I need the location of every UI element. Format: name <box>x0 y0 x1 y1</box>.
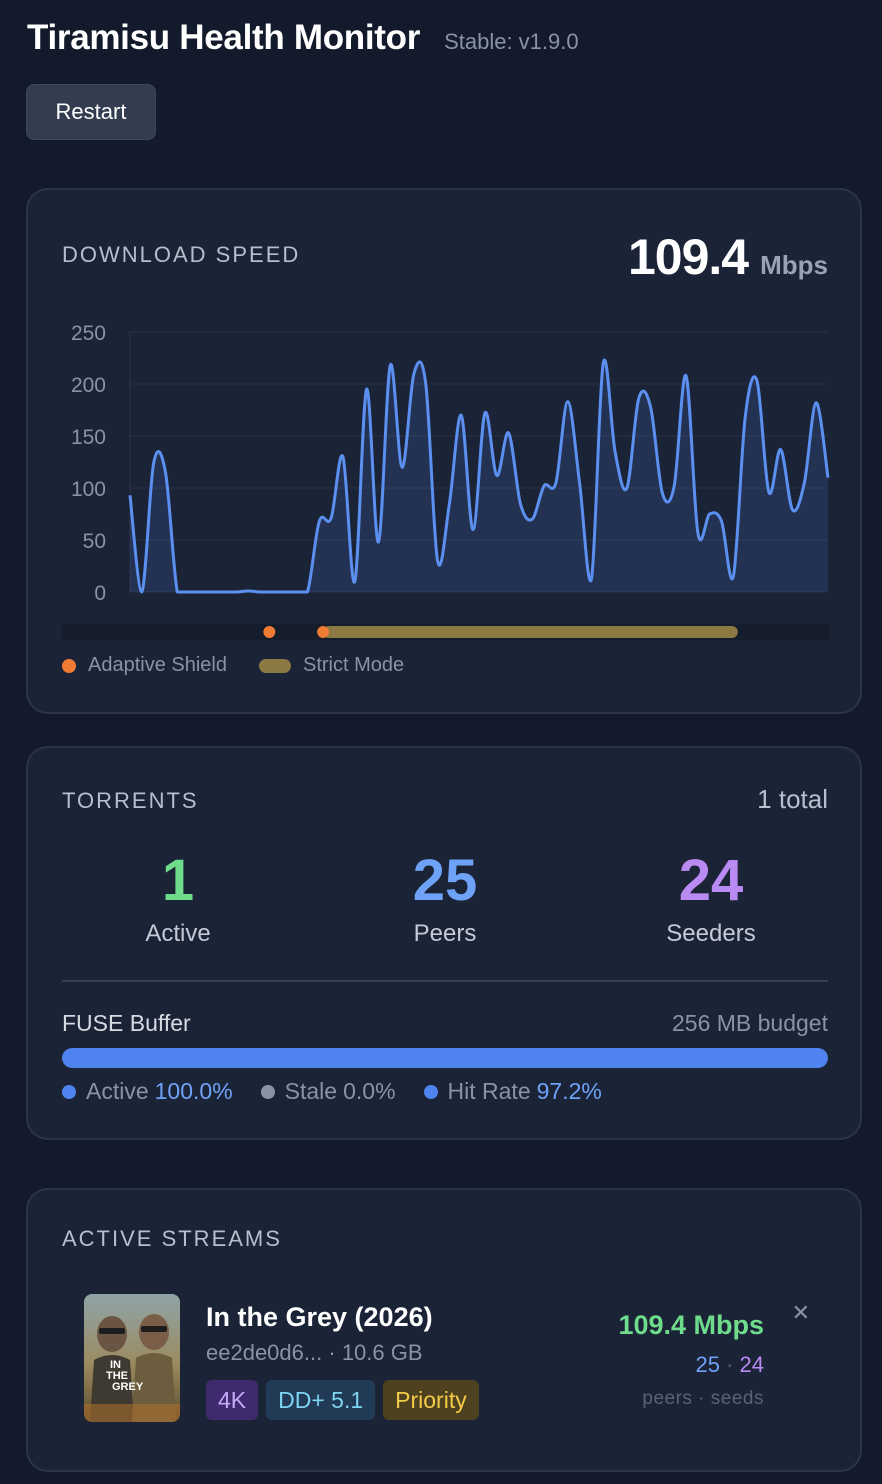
stat-active-label: Active <box>145 920 211 947</box>
active-streams-card: ACTIVE STREAMS IN THE GREY In the Grey (20… <box>26 1188 862 1472</box>
buffer-hit-rate-value: 97.2% <box>536 1078 602 1104</box>
buffer-stale: Stale 0.0% <box>260 1078 396 1105</box>
tag-priority: Priority <box>383 1380 479 1420</box>
buffer-stale-value: 0.0% <box>343 1078 396 1104</box>
close-stream-icon[interactable]: ✕ <box>791 1300 810 1325</box>
download-speed-card: DOWNLOAD SPEED 109.4 Mbps 250 200 150 100 50… <box>26 188 862 714</box>
current-speed: 109.4 Mbps <box>628 228 828 286</box>
stat-active-value: 1 <box>161 848 195 913</box>
meta-separator: · <box>328 1340 342 1365</box>
download-speed-label: DOWNLOAD SPEED <box>62 242 301 267</box>
stat-seeders-label: Seeders <box>666 920 756 947</box>
hit-rate-dot-icon <box>423 1084 438 1099</box>
restart-button[interactable]: Restart <box>26 84 156 140</box>
legend-strict-mode-label: Strict Mode <box>302 654 405 676</box>
strict-mode-pill-icon <box>258 658 291 673</box>
y-tick-label: 150 <box>71 426 106 449</box>
chart-legend: Adaptive Shield Strict Mode <box>62 654 404 677</box>
stream-speed: 109.4 Mbps <box>618 1310 764 1340</box>
stream-peers-seeds: 25 · 24 <box>695 1352 764 1378</box>
download-speed-chart: 250 200 150 100 50 0 <box>62 322 830 640</box>
stream-title[interactable]: In the Grey (2026) <box>206 1302 433 1332</box>
version-label: Stable: v1.9.0 <box>444 29 579 54</box>
stream-meta: ee2de0d6... · 10.6 GB <box>206 1340 423 1366</box>
stream-poster[interactable]: IN THE GREY <box>84 1294 180 1422</box>
active-dot-icon <box>62 1084 76 1099</box>
fuse-buffer-title: FUSE Buffer <box>62 1010 191 1036</box>
tag-4k: 4K <box>206 1380 259 1420</box>
series-line <box>128 358 830 594</box>
buffer-active: Active 100.0% <box>62 1078 233 1105</box>
y-tick-label: 100 <box>71 478 106 501</box>
peers-seeds-label: peers · seeds <box>642 1388 764 1409</box>
stale-dot-icon <box>260 1084 275 1099</box>
stream-tags: 4K DD+ 5.1 Priority <box>206 1380 479 1420</box>
fuse-buffer-bar-fill <box>62 1048 828 1068</box>
app-title: Tiramisu Health Monitor <box>27 18 421 57</box>
tag-audio: DD+ 5.1 <box>266 1380 376 1420</box>
stream-seeds-count: 24 <box>739 1352 764 1377</box>
buffer-active-value: 100.0% <box>154 1078 233 1104</box>
legend-adaptive-shield-label: Adaptive Shield <box>88 654 227 676</box>
fuse-buffer-budget: 256 MB budget <box>671 1010 828 1036</box>
stream-size: 10.6 GB <box>341 1340 423 1365</box>
buffer-hit-rate-label: Hit Rate <box>447 1078 531 1104</box>
current-speed-unit: Mbps <box>760 250 828 280</box>
torrents-total: 1 total <box>757 784 828 814</box>
divider <box>62 980 828 982</box>
poster-title-text: IN THE GREY <box>106 1359 144 1393</box>
header: Tiramisu Health Monitor Stable: v1.9.0 <box>27 18 579 58</box>
current-speed-value: 109.4 <box>627 229 749 285</box>
stat-peers: 25 Peers <box>325 846 565 948</box>
buffer-active-label: Active <box>86 1078 149 1104</box>
stream-hash: ee2de0d6... <box>206 1340 323 1365</box>
adaptive-shield-marker <box>263 626 276 638</box>
legend-adaptive-shield: Adaptive Shield <box>62 654 227 677</box>
buffer-hit-rate: Hit Rate 97.2% <box>423 1078 602 1105</box>
stat-seeders-value: 24 <box>678 848 744 913</box>
stat-seeders: 24 Seeders <box>591 846 831 948</box>
adaptive-shield-marker <box>317 626 330 638</box>
adaptive-shield-dot-icon <box>62 658 76 673</box>
stat-peers-value: 25 <box>412 848 478 913</box>
buffer-stats: Active 100.0% Stale 0.0% Hit Rate 97.2% <box>62 1078 602 1105</box>
stat-peers-label: Peers <box>413 920 477 947</box>
y-tick-label: 250 <box>71 322 106 345</box>
y-tick-label: 200 <box>71 374 106 397</box>
stream-peers-count: 25 <box>695 1352 720 1377</box>
torrents-label: TORRENTS <box>62 788 199 813</box>
poster-image: IN THE GREY <box>84 1294 180 1422</box>
fuse-buffer-bar <box>62 1048 828 1068</box>
y-tick-label: 0 <box>94 582 106 605</box>
stat-active: 1 Active <box>58 846 298 948</box>
torrents-card: TORRENTS 1 total 1 Active 25 Peers 24 Se… <box>26 746 862 1140</box>
active-streams-label: ACTIVE STREAMS <box>62 1226 282 1251</box>
peers-seeds-separator: · <box>726 1352 740 1377</box>
strict-mode-range <box>323 626 738 638</box>
y-tick-label: 50 <box>83 530 106 553</box>
buffer-stale-label: Stale <box>284 1078 338 1104</box>
legend-strict-mode: Strict Mode <box>258 654 405 677</box>
